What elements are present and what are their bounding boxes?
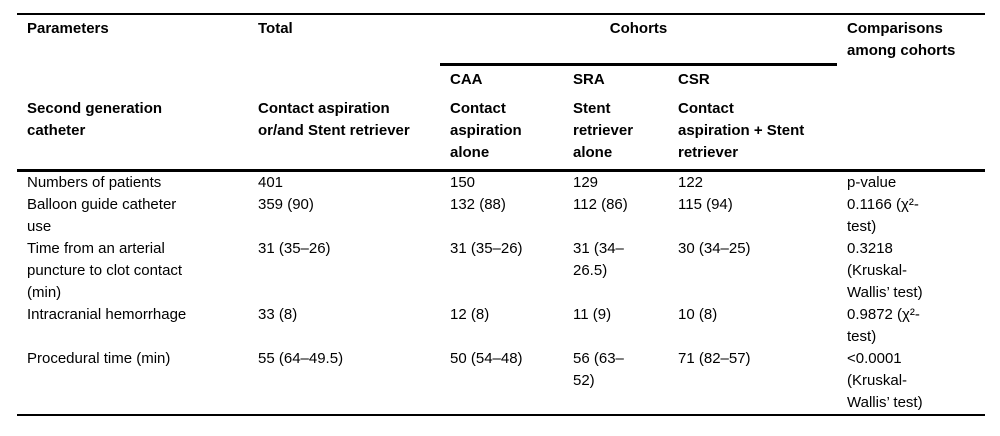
value-sra: 112 (86) — [573, 195, 628, 213]
header-empty-cell — [248, 64, 440, 95]
table-header: Parameters Total Cohorts Comparisons amo… — [17, 14, 985, 170]
table-body: Numbers of patients 401 150 129 122 p-va… — [17, 168, 986, 415]
value-sra: 56 (63– 52) — [573, 349, 624, 389]
value-comparison: p-value — [837, 168, 986, 194]
value-total: 55 (64–49.5) — [258, 349, 344, 367]
value-csr: 30 (34–25) — [678, 239, 751, 257]
value-total: 359 (90) — [258, 195, 314, 213]
row-label: Procedural time (min) — [27, 349, 171, 367]
header-sra: SRA — [573, 70, 605, 88]
table-row-numbers-of-patients: Numbers of patients 401 150 129 122 p-va… — [17, 168, 986, 194]
header-caa: CAA — [450, 70, 483, 88]
header-csr-description: Contact aspiration + Stent retriever — [678, 99, 805, 161]
header-cohorts: Cohorts — [440, 14, 838, 66]
value-caa: 132 (88) — [450, 195, 506, 213]
value-sra: 31 (34– 26.5) — [573, 239, 624, 279]
header-total-description: Contact aspiration or/and Stent retrieve… — [258, 99, 410, 139]
header-csr: CSR — [678, 70, 710, 88]
header-caa-description: Contact aspiration alone — [450, 99, 522, 161]
row-label: Intracranial hemorrhage — [27, 305, 187, 323]
header-total: Total — [258, 20, 293, 37]
row-label: Numbers of patients — [17, 168, 248, 194]
table-row-time-arterial-puncture-to-clot-contact: Time from an arterial puncture to clot c… — [17, 238, 985, 304]
value-total: 401 — [248, 168, 440, 194]
cohort-comparison-table: Parameters Total Cohorts Comparisons amo… — [17, 13, 986, 416]
value-comparison: 0.1166 (χ²- test) — [847, 195, 919, 235]
value-caa: 12 (8) — [450, 305, 490, 323]
header-empty-cell — [837, 95, 985, 171]
value-csr: 115 (94) — [678, 195, 733, 213]
header-comparisons-among-cohorts: Comparisons among cohorts — [847, 20, 956, 59]
value-comparison: 0.3218 (Kruskal- Wallis’ test) — [847, 239, 923, 301]
header-empty-cell — [837, 64, 985, 95]
header-row-cohort-codes: CAA SRA CSR — [17, 64, 985, 95]
header-empty-cell — [17, 64, 248, 95]
row-label: Balloon guide catheter use — [27, 195, 177, 235]
header-second-generation-catheter: Second generation catheter — [27, 99, 163, 139]
header-parameters: Parameters — [27, 20, 109, 37]
value-csr: 71 (82–57) — [678, 349, 751, 367]
value-comparison: 0.9872 (χ²- test) — [847, 305, 920, 345]
value-caa: 50 (54–48) — [450, 349, 523, 367]
header-row-descriptions: Second generation catheter Contact aspir… — [17, 95, 985, 171]
row-label: Time from an arterial puncture to clot c… — [27, 239, 183, 301]
table-row-intracranial-hemorrhage: Intracranial hemorrhage 33 (8) 12 (8) 11… — [17, 304, 985, 348]
header-sra-description: Stent retriever alone — [573, 99, 634, 161]
value-sra: 129 — [563, 168, 668, 194]
table-row-balloon-guide-catheter-use: Balloon guide catheter use 359 (90) 132 … — [17, 194, 985, 238]
value-total: 33 (8) — [258, 305, 298, 323]
value-caa: 150 — [440, 168, 563, 194]
value-csr: 122 — [668, 168, 838, 194]
value-csr: 10 (8) — [678, 305, 718, 323]
value-comparison: <0.0001 (Kruskal- Wallis’ test) — [847, 349, 923, 411]
value-caa: 31 (35–26) — [450, 239, 523, 257]
header-row-top: Parameters Total Cohorts Comparisons amo… — [17, 14, 985, 66]
value-sra: 11 (9) — [573, 305, 612, 323]
value-total: 31 (35–26) — [258, 239, 331, 257]
table-row-procedural-time: Procedural time (min) 55 (64–49.5) 50 (5… — [17, 348, 985, 415]
